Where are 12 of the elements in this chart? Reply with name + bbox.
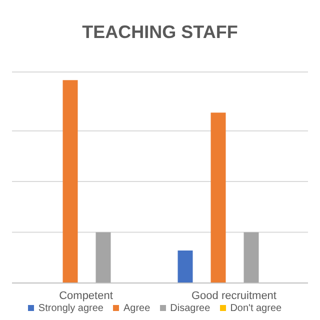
bar xyxy=(210,112,226,283)
bar xyxy=(244,232,259,283)
bar xyxy=(178,250,193,283)
legend-label: Disagree xyxy=(170,303,210,314)
legend-label: Strongly agree xyxy=(38,303,104,314)
x-tick-label: Competent xyxy=(59,290,113,302)
bar xyxy=(96,232,111,283)
bar xyxy=(62,80,78,283)
x-tick-label: Good recruitment xyxy=(192,290,276,302)
chart-title: TEACHING STAFF xyxy=(81,21,239,44)
legend-label: Agree xyxy=(123,303,150,314)
legend-label: Don't agree xyxy=(230,303,282,314)
